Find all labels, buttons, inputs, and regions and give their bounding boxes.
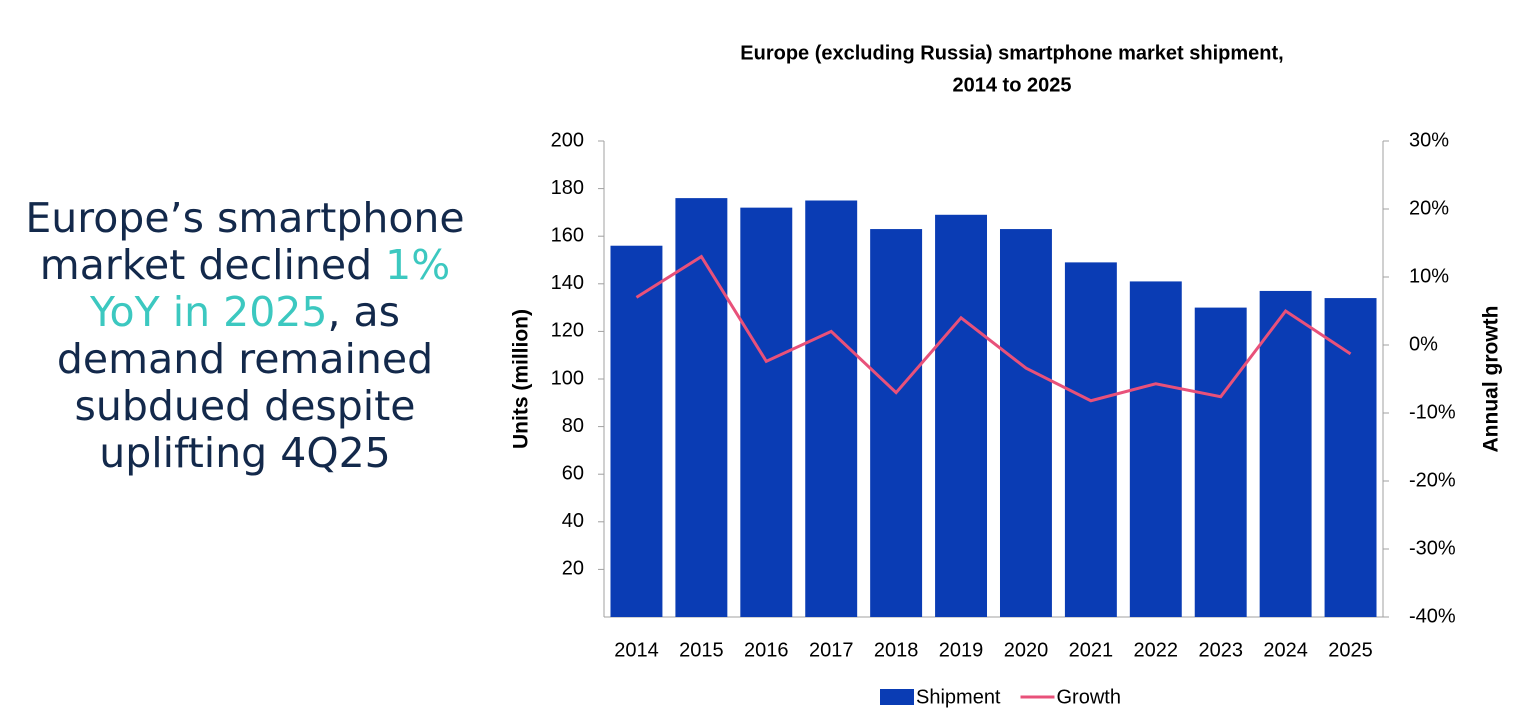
- x-tick-label: 2019: [939, 639, 984, 661]
- y-tick-label: 60: [562, 462, 584, 484]
- y-tick-label: 200: [551, 129, 584, 151]
- line: [635, 254, 1352, 403]
- bar: [610, 245, 663, 617]
- bar: [1064, 262, 1117, 617]
- legend-label: Growth: [1057, 686, 1121, 708]
- headline-highlight: 1% YoY in 2025: [89, 241, 451, 336]
- headline-text: , as demand remained subdued despite upl…: [56, 288, 434, 477]
- bar: [870, 229, 923, 617]
- y2-tick-label: 20%: [1409, 197, 1449, 219]
- bar: [1259, 290, 1312, 617]
- legend-swatch: [880, 689, 914, 705]
- chart-title: Europe (excluding Russia) smartphone mar…: [740, 42, 1283, 64]
- y-tick-label: 140: [551, 272, 584, 294]
- y-tick-label: 160: [551, 224, 584, 246]
- y-axis-title: Units (million): [510, 309, 533, 449]
- y-tick-label: 100: [551, 367, 584, 389]
- x-tick-label: 2015: [679, 639, 724, 661]
- x-tick-label: 2025: [1328, 639, 1373, 661]
- y-tick-label: 40: [562, 510, 584, 532]
- y2-tick-label: -40%: [1409, 605, 1456, 627]
- y-tick-label: 80: [562, 415, 584, 437]
- y2-tick-label: -30%: [1409, 537, 1456, 559]
- y2-tick-label: -20%: [1409, 469, 1456, 491]
- x-tick-label: 2023: [1198, 639, 1243, 661]
- headline: Europe’s smartphone market declined 1% Y…: [10, 195, 480, 477]
- y2-tick-label: 10%: [1409, 265, 1449, 287]
- bar: [805, 200, 858, 617]
- bar: [1129, 281, 1182, 617]
- x-tick-label: 2016: [744, 639, 789, 661]
- bar: [935, 214, 988, 617]
- y2-tick-label: -10%: [1409, 401, 1456, 423]
- headline-text: Europe’s smartphone market declined: [25, 194, 465, 289]
- bar: [1194, 307, 1247, 617]
- x-tick-label: 2022: [1134, 639, 1179, 661]
- x-tick-label: 2014: [614, 639, 659, 661]
- bar: [740, 207, 793, 617]
- x-tick-label: 2018: [874, 639, 919, 661]
- legend-label: Shipment: [916, 686, 1001, 708]
- x-tick-label: 2017: [809, 639, 854, 661]
- bar: [999, 229, 1052, 617]
- x-tick-label: 2020: [1004, 639, 1049, 661]
- y2-tick-label: 30%: [1409, 129, 1449, 151]
- x-tick-label: 2021: [1069, 639, 1114, 661]
- bar: [1324, 298, 1377, 617]
- chart-title: 2014 to 2025: [953, 74, 1072, 96]
- y2-tick-label: 0%: [1409, 333, 1438, 355]
- y-tick-label: 180: [551, 177, 584, 199]
- y2-axis-title: Annual growth: [1480, 306, 1503, 453]
- x-tick-label: 2024: [1263, 639, 1308, 661]
- bar: [675, 198, 728, 617]
- y-tick-label: 120: [551, 320, 584, 342]
- y-tick-label: 20: [562, 558, 584, 580]
